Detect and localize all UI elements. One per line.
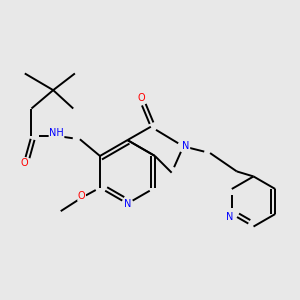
Text: N: N	[182, 141, 190, 152]
Text: N: N	[226, 212, 234, 222]
Text: NH: NH	[49, 128, 64, 138]
Text: O: O	[137, 93, 145, 103]
Text: O: O	[78, 191, 86, 201]
Text: O: O	[21, 158, 28, 168]
Text: N: N	[124, 199, 131, 208]
